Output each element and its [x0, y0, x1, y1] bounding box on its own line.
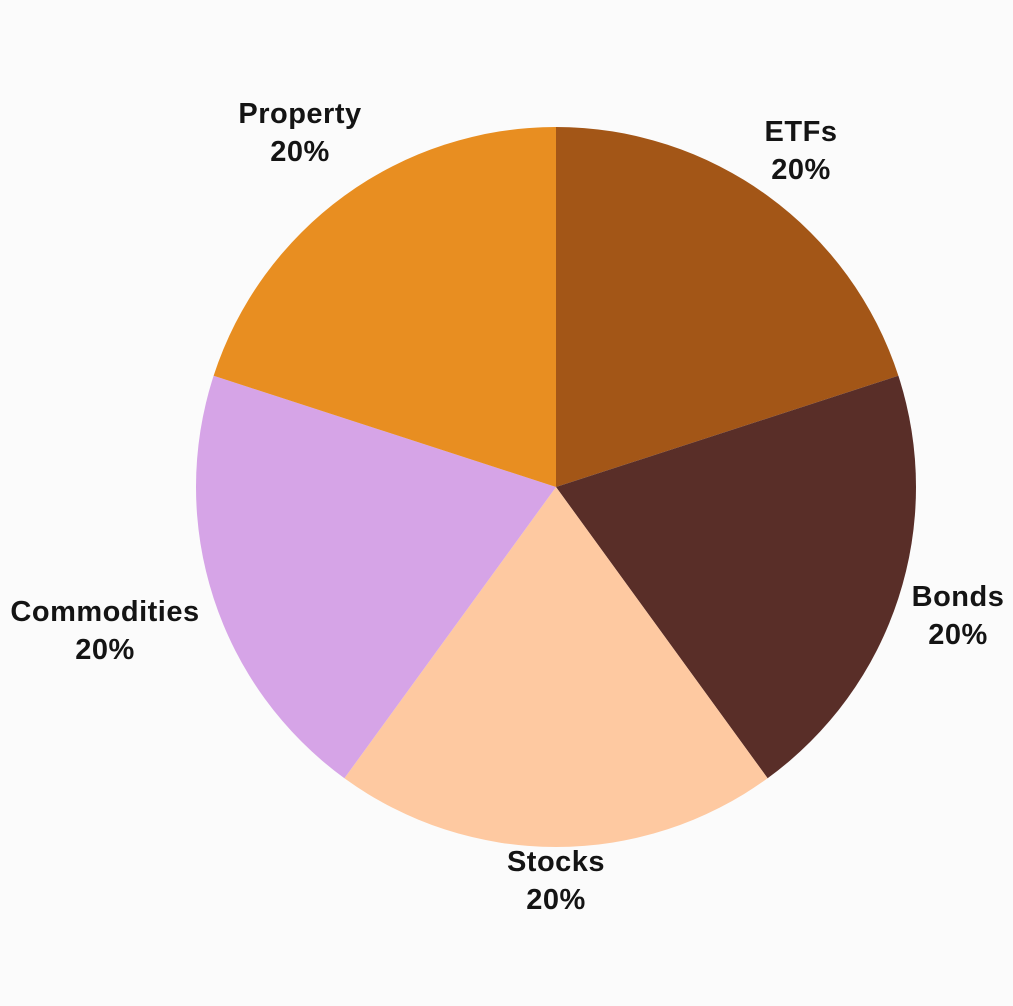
- pie-slice-bonds: [556, 375, 917, 779]
- slice-percent: 20%: [771, 154, 831, 186]
- slice-name: ETFs: [764, 116, 838, 148]
- slice-percent: 20%: [928, 619, 988, 651]
- slice-label-stocks: Stocks 20%: [507, 843, 605, 919]
- slice-name: Stocks: [506, 846, 606, 878]
- pie-slice-commodities: [195, 375, 556, 779]
- slice-label-commodities: Commodities 20%: [10, 593, 199, 669]
- pie-slice-etfs: [556, 127, 899, 487]
- pie-slice-stocks: [344, 487, 768, 848]
- pie-slice-property: [213, 127, 556, 487]
- slice-label-bonds: Bonds 20%: [912, 578, 1005, 654]
- slice-percent: 20%: [270, 136, 330, 168]
- slice-percent: 20%: [526, 884, 586, 916]
- slice-name: Commodities: [10, 596, 200, 628]
- slice-label-property: Property 20%: [238, 95, 361, 171]
- slice-name: Property: [238, 98, 362, 130]
- slice-percent: 20%: [75, 634, 135, 666]
- slice-name: Bonds: [911, 581, 1005, 613]
- slice-label-etfs: ETFs 20%: [765, 113, 838, 189]
